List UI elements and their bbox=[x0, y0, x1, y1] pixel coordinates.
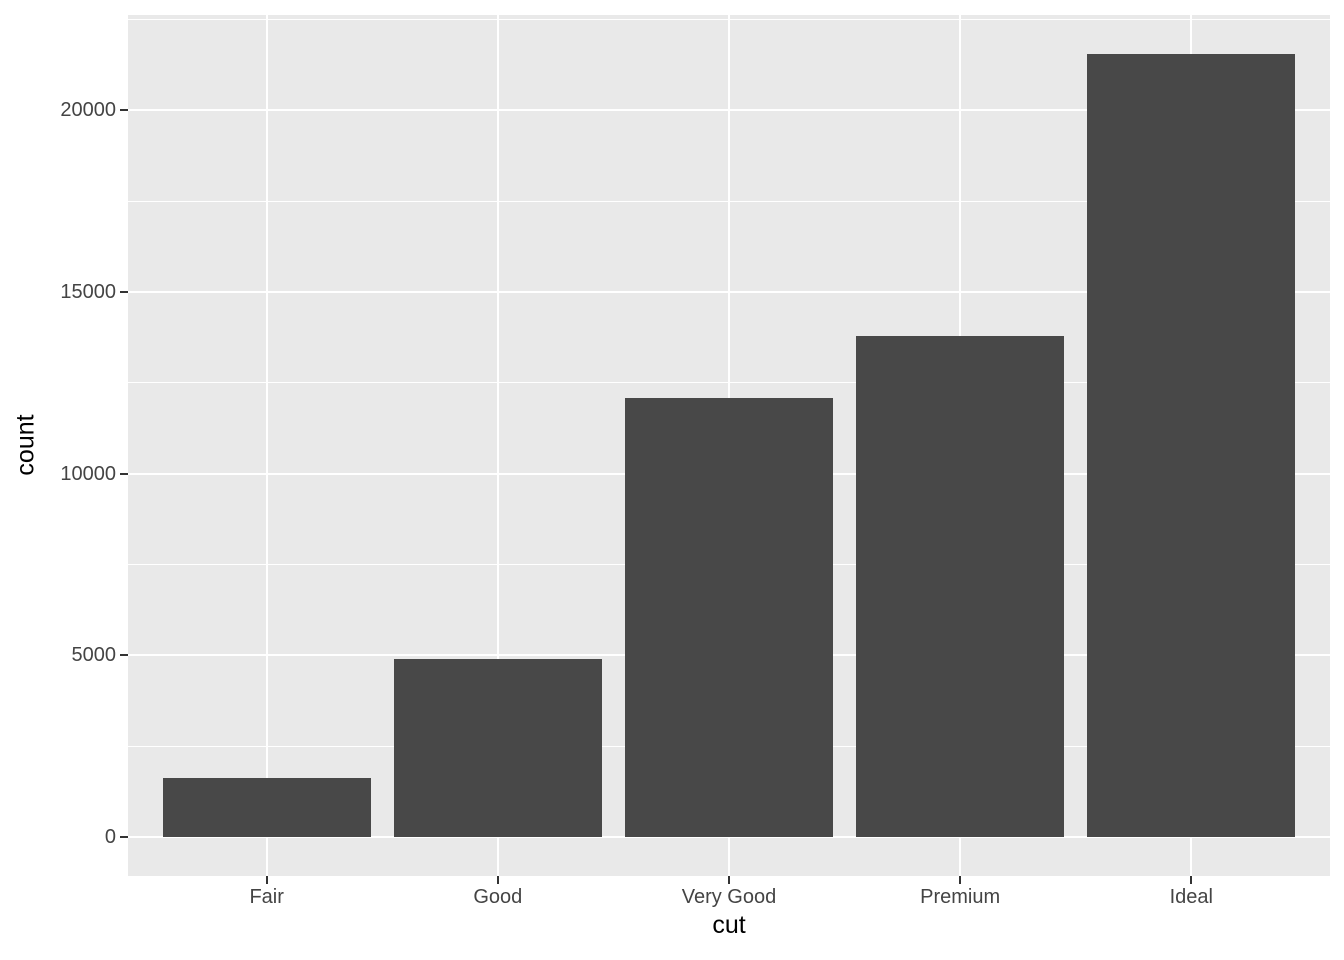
y-tick-label-10000: 10000 bbox=[60, 462, 116, 485]
bar-fair bbox=[162, 778, 371, 837]
bar-ideal bbox=[1087, 54, 1296, 837]
x-tick-label-premium: Premium bbox=[920, 886, 1001, 908]
y-tick-mark-20000 bbox=[120, 109, 128, 112]
x-tick-mark-ideal bbox=[1190, 876, 1193, 884]
bar-good bbox=[393, 658, 602, 837]
y-tick-mark-0 bbox=[120, 835, 128, 838]
x-tick-mark-good bbox=[496, 876, 499, 884]
y-tick-mark-10000 bbox=[120, 472, 128, 475]
y-tick-mark-5000 bbox=[120, 654, 128, 657]
y-tick-label-5000: 5000 bbox=[71, 644, 117, 667]
y-tick-mark-15000 bbox=[120, 291, 128, 294]
y-axis-title: count bbox=[11, 414, 40, 476]
x-tick-label-ideal: Ideal bbox=[1169, 886, 1213, 908]
x-tick-label-fair: Fair bbox=[249, 886, 284, 908]
x-tick-mark-fair bbox=[265, 876, 268, 884]
bar-very-good bbox=[624, 398, 833, 837]
plot-panel bbox=[128, 15, 1330, 876]
y-tick-label-15000: 15000 bbox=[60, 281, 116, 304]
x-axis-title: cut bbox=[712, 911, 746, 939]
gridline-category-good bbox=[496, 15, 499, 876]
x-tick-mark-premium bbox=[959, 876, 962, 884]
x-tick-label-very-good: Very Good bbox=[681, 886, 777, 908]
gridline-category-fair bbox=[265, 15, 268, 876]
x-tick-mark-very-good bbox=[728, 876, 730, 884]
x-tick-label-good: Good bbox=[473, 886, 523, 908]
y-tick-label-20000: 20000 bbox=[60, 99, 116, 122]
bar-premium bbox=[856, 335, 1065, 837]
y-tick-label-0: 0 bbox=[104, 825, 116, 848]
